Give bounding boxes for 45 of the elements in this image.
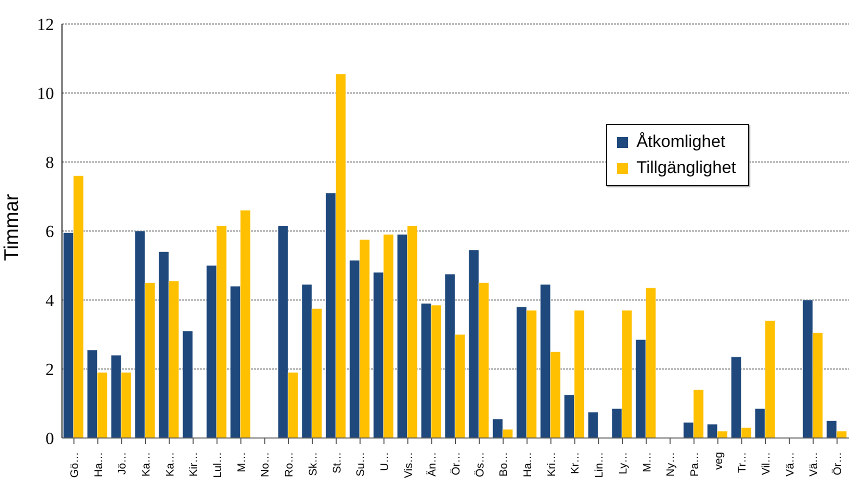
x-tick-label: Su… <box>355 452 368 476</box>
x-tick-label: M… <box>641 452 654 472</box>
x-tick-label: No… <box>260 452 272 478</box>
x-tick-label: Ny… <box>665 452 678 476</box>
x-tick-label: M… <box>236 452 248 472</box>
y-tick-label: 6 <box>46 222 54 242</box>
x-tick-label: St… <box>331 452 344 474</box>
legend-label: Tillgänglighet <box>636 157 736 179</box>
x-tick-label: Kr… <box>570 452 582 474</box>
x-tick-label: Ör… <box>450 452 462 476</box>
x-tick-label: Kir… <box>188 452 200 476</box>
bar <box>588 412 598 438</box>
x-tick-label: U… <box>378 452 391 471</box>
x-tick-label: Gö… <box>68 452 81 478</box>
x-tick-label: Vil… <box>760 452 773 476</box>
x-tick-label: Vä… <box>808 452 820 476</box>
x-tick-label: Ör… <box>831 452 844 476</box>
y-tick-label: 10 <box>37 84 54 104</box>
y-tick-label: 8 <box>46 153 54 172</box>
y-tick-label: 0 <box>46 429 54 448</box>
x-tick-label: Bo… <box>498 452 510 476</box>
x-tick-label: veg <box>712 452 725 470</box>
x-tick-label: Jö… <box>116 452 129 475</box>
x-tick-label: Vis… <box>402 452 415 478</box>
y-axis-title: Timmar <box>1 194 24 261</box>
x-tick-label: Ro… <box>284 452 296 478</box>
x-tick-label: Ka… <box>164 452 176 476</box>
x-tick-label: Lul… <box>212 452 224 478</box>
x-tick-label: Ly… <box>617 452 630 474</box>
y-tick-label: 4 <box>46 291 54 310</box>
x-tick-label: Än… <box>426 452 439 476</box>
x-tick-label: Sk… <box>307 452 320 476</box>
x-tick-label: Ha… <box>522 452 534 478</box>
x-tick-label: Tr… <box>736 452 749 473</box>
x-tick-label: Ha… <box>92 452 105 478</box>
x-tick-label: Vä… <box>784 452 796 476</box>
bar <box>182 330 193 438</box>
x-tick-label: Ka… <box>140 452 152 476</box>
y-tick-label: 2 <box>46 360 54 380</box>
y-tick-label: 12 <box>37 15 54 34</box>
x-tick-label: Kri… <box>546 452 558 476</box>
x-tick-label: Ös… <box>473 452 486 478</box>
legend-label: Åtkomlighet <box>636 131 726 153</box>
x-tick-label: Pa… <box>688 452 701 476</box>
x-tick-label: Lin… <box>594 452 606 478</box>
